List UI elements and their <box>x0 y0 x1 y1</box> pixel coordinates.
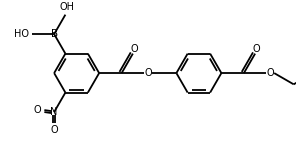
Text: O: O <box>34 105 41 115</box>
Text: B: B <box>51 29 58 39</box>
Text: HO: HO <box>14 29 29 39</box>
Text: N: N <box>51 107 58 117</box>
Text: O: O <box>144 68 152 78</box>
Text: O: O <box>252 44 260 54</box>
Text: O: O <box>130 44 138 54</box>
Text: O: O <box>266 68 274 78</box>
Text: O: O <box>50 125 58 135</box>
Text: OH: OH <box>60 2 75 12</box>
